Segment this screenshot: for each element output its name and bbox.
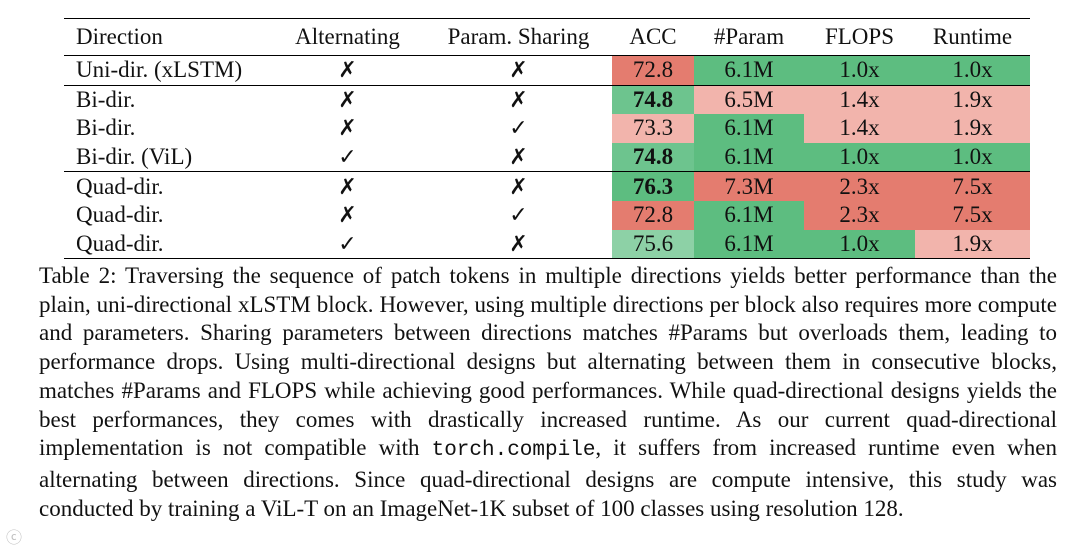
cell-direction: Bi-dir. — [76, 86, 136, 112]
cell-param-sharing: ✓ — [509, 115, 528, 141]
table-row: Uni-dir. (xLSTM) ✗ ✗ 72.8 6.1M 1.0x 1.0x — [64, 55, 1030, 86]
cell-alternating: ✗ — [338, 57, 357, 83]
cell-param: 6.1M — [694, 55, 804, 86]
table-row: Quad-dir. ✗ ✗ 76.3 7.3M 2.3x 7.5x — [64, 171, 1030, 201]
cell-param-sharing: ✗ — [509, 173, 528, 199]
cell-param-sharing: ✗ — [509, 57, 528, 83]
cell-runtime: 7.5x — [915, 200, 1030, 230]
cell-runtime: 7.5x — [915, 171, 1030, 201]
cell-flops: 1.0x — [804, 142, 915, 172]
cell-runtime: 1.9x — [915, 85, 1030, 115]
caption-text-part1: Traversing the sequence of patch tokens … — [39, 263, 1057, 461]
cell-acc: 74.8 — [612, 85, 694, 115]
cell-flops: 1.4x — [804, 85, 915, 115]
table-row: Bi-dir. (ViL) ✓ ✗ 74.8 6.1M 1.0x 1.0x — [64, 142, 1030, 172]
table-header-row: Direction Alternating Param. Sharing ACC… — [64, 18, 1030, 56]
cell-direction: Quad-dir. — [76, 230, 164, 256]
cell-runtime: 1.0x — [915, 55, 1030, 86]
cell-acc: 72.8 — [612, 55, 694, 86]
cell-direction: Quad-dir. — [76, 173, 164, 199]
header-flops: FLOPS — [824, 24, 895, 49]
cell-param-sharing: ✗ — [509, 144, 528, 170]
cell-param: 6.1M — [694, 200, 804, 230]
cell-param-sharing: ✗ — [509, 230, 528, 256]
cell-param: 6.1M — [694, 229, 804, 259]
table-row: Quad-dir. ✓ ✗ 75.6 6.1M 1.0x 1.9x — [64, 229, 1030, 259]
table-caption: Table 2: Traversing the sequence of patc… — [39, 262, 1057, 523]
table-row: Quad-dir. ✗ ✓ 72.8 6.1M 2.3x 7.5x — [64, 200, 1030, 230]
cell-alternating: ✗ — [338, 202, 357, 228]
header-acc: ACC — [629, 24, 677, 49]
watermark-icon: ⓒ — [6, 528, 23, 547]
table-row: Bi-dir. ✗ ✗ 74.8 6.5M 1.4x 1.9x — [64, 85, 1030, 115]
table-row: Bi-dir. ✗ ✓ 73.3 6.1M 1.4x 1.9x — [64, 114, 1030, 143]
cell-flops: 1.0x — [804, 229, 915, 259]
cell-alternating: ✓ — [338, 230, 357, 256]
cell-acc: 72.8 — [612, 200, 694, 230]
cell-alternating: ✓ — [338, 144, 357, 170]
caption-label: Table 2: — [39, 263, 117, 288]
header-param-sharing: Param. Sharing — [447, 24, 590, 49]
cell-acc: 76.3 — [612, 171, 694, 201]
cell-direction: Bi-dir. — [76, 115, 136, 141]
cell-alternating: ✗ — [338, 115, 357, 141]
header-alternating: Alternating — [295, 24, 400, 49]
caption-text-part2: , it suffers from increased runtime even… — [39, 435, 1058, 521]
cell-alternating: ✗ — [338, 86, 357, 112]
cell-param-sharing: ✓ — [509, 202, 528, 228]
cell-direction: Quad-dir. — [76, 202, 164, 228]
cell-runtime: 1.9x — [915, 114, 1030, 143]
header-runtime: Runtime — [932, 24, 1013, 49]
cell-direction: Bi-dir. (ViL) — [76, 144, 193, 170]
header-direction: Direction — [76, 24, 163, 49]
cell-runtime: 1.0x — [915, 142, 1030, 172]
cell-alternating: ✗ — [338, 173, 357, 199]
cell-param: 6.5M — [694, 85, 804, 115]
cell-flops: 1.4x — [804, 114, 915, 143]
results-table-container: Direction Alternating Param. Sharing ACC… — [64, 18, 1030, 259]
cell-acc: 75.6 — [612, 229, 694, 259]
cell-param: 6.1M — [694, 114, 804, 143]
cell-param: 6.1M — [694, 142, 804, 172]
cell-param-sharing: ✗ — [509, 86, 528, 112]
cell-param: 7.3M — [694, 171, 804, 201]
cell-flops: 1.0x — [804, 55, 915, 86]
cell-flops: 2.3x — [804, 171, 915, 201]
cell-acc: 74.8 — [612, 142, 694, 172]
results-table: Direction Alternating Param. Sharing ACC… — [64, 18, 1030, 259]
cell-flops: 2.3x — [804, 200, 915, 230]
header-param: #Param — [713, 24, 785, 49]
cell-runtime: 1.9x — [915, 229, 1030, 259]
cell-acc: 73.3 — [612, 114, 694, 143]
caption-code: torch.compile — [431, 439, 596, 463]
cell-direction: Uni-dir. (xLSTM) — [76, 57, 243, 83]
